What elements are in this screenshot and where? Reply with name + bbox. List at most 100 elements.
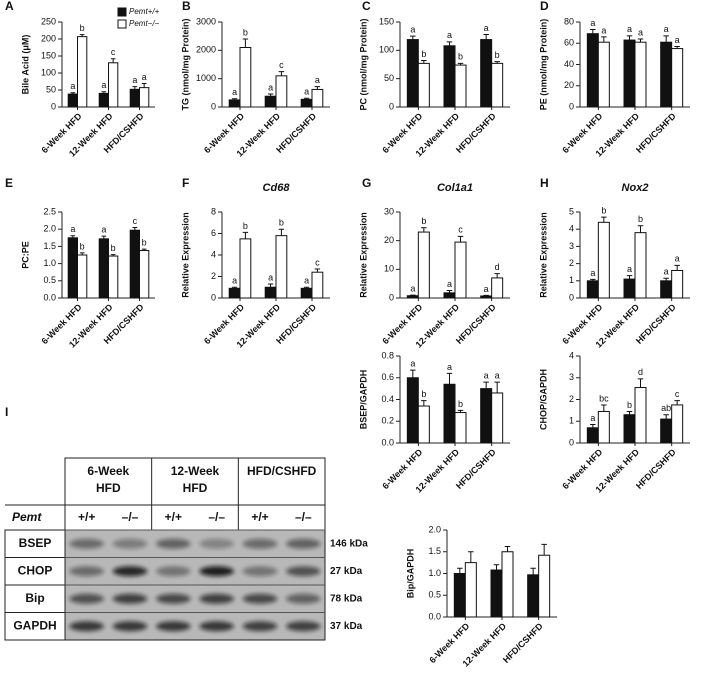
y-tick-label: 60 [564,38,574,48]
error-bar [494,61,500,64]
bar [311,88,324,108]
y-tick-label: 150 [41,50,56,60]
bar [454,241,467,299]
bar [77,254,88,299]
bar [480,295,493,299]
band [199,538,235,549]
annotation: b [421,389,426,399]
error-bar [637,38,644,43]
annotation: a [232,276,237,286]
bar [275,75,288,108]
y-tick-label: 2.5 [43,206,56,216]
genotype: +/+ [251,510,268,524]
bar [417,405,430,444]
size-label: 27 kDa [330,566,363,577]
band [199,621,235,632]
y-tick-label: 1.5 [428,546,441,556]
annotation: ab [661,403,671,413]
bar [67,237,78,299]
bar [597,410,610,444]
bar [623,414,636,444]
group-label: HFD [96,481,121,495]
bar [501,551,514,618]
label-cell [4,612,66,641]
bar [406,39,419,108]
panel-label: G [362,176,371,190]
legend-label: Pemt+/+ [129,7,160,16]
band [286,621,321,632]
annotation: c [111,47,116,57]
error-bar [457,567,463,574]
header-bg [64,457,326,531]
annotation: a [484,23,489,33]
error-bar [493,564,500,571]
error-bar [637,225,644,233]
bar [108,255,119,299]
bar [300,287,313,299]
error-bar [110,58,116,63]
error-bar [663,277,669,281]
y-tick-label: 1 [569,416,574,426]
bar [586,280,599,299]
bar [417,62,430,108]
y-tick-label: 0 [51,101,56,111]
annotation: a [304,276,309,286]
genotype: +/+ [78,510,95,524]
band [112,621,148,632]
annotation: b [458,52,463,62]
bar [454,412,467,444]
band [286,538,321,549]
error-bar [242,38,249,48]
panel-label: F [182,176,189,190]
bar [228,99,241,108]
y-tick-label: 2 [211,271,216,281]
error-bar [637,378,644,388]
error-bar [79,34,85,37]
bar [139,87,150,108]
error-bar [410,369,416,378]
y-tick-label: 50 [384,73,394,83]
annotation: d [638,367,643,377]
error-bar [267,93,274,97]
error-bar [231,98,238,100]
size-label: 78 kDa [330,593,363,604]
bar [264,286,277,299]
bar [634,41,647,108]
annotation: a [601,25,606,35]
y-tick-label: 0 [211,101,216,111]
annotation: a [484,284,489,294]
annotation: d [495,262,500,272]
y-tick-label: 100 [41,67,56,77]
band [69,566,104,577]
label-cell [4,584,66,613]
error-bar [541,543,547,556]
annotation: a [495,370,500,380]
y-tick-label: 1.0 [43,258,56,268]
bar [623,278,636,299]
y-tick-label: 0.0 [381,437,394,447]
bar [660,418,673,444]
error-bar [590,28,596,34]
error-bar [674,45,680,49]
y-axis-title: Relative Expression [358,212,368,298]
bar [443,45,456,108]
y-tick-label: 3 [569,372,574,382]
group-label: 6-Week [87,464,129,478]
y-tick-label: 100 [379,45,394,55]
panel-label: B [182,0,191,13]
annotation: b [279,218,284,228]
bar [98,92,109,108]
bar [527,574,540,618]
error-bar [626,410,633,415]
bar [597,41,610,108]
annotation: a [268,272,273,282]
y-tick-label: 2.0 [43,224,56,234]
chart-title: Cd68 [263,182,291,194]
error-bar [79,252,85,255]
error-bar [483,294,489,296]
legend-label: Pemt−/− [129,19,160,28]
bar [67,93,78,108]
bar [671,48,684,108]
error-bar [663,35,669,43]
legend-swatch [117,19,127,29]
